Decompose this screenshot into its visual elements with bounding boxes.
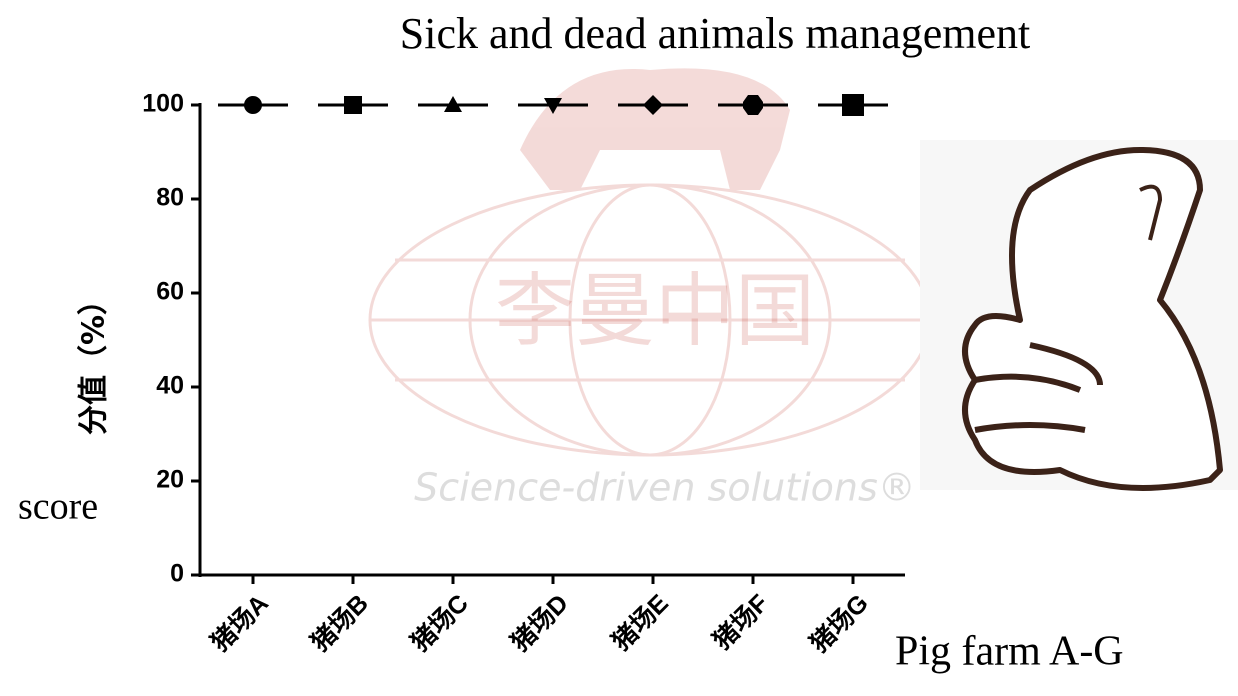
y-annotation: score bbox=[18, 486, 98, 528]
watermark-logo bbox=[370, 68, 930, 455]
chart-title: Sick and dead animals management bbox=[400, 9, 1030, 58]
y-tick-label: 80 bbox=[156, 184, 184, 212]
marker bbox=[743, 95, 763, 115]
y-axis-label: 分值（%） bbox=[77, 285, 112, 435]
x-tick-label: 猪场B bbox=[306, 589, 374, 657]
x-tick-label: 猪场D bbox=[506, 589, 574, 657]
y-tick-label: 0 bbox=[170, 560, 184, 588]
thumbs-up-icon bbox=[920, 140, 1238, 490]
y-tick-label: 60 bbox=[156, 278, 184, 306]
x-tick-label: 猪场A bbox=[206, 589, 274, 657]
y-tick-label: 40 bbox=[156, 372, 184, 400]
x-tick-label: 猪场F bbox=[708, 589, 774, 655]
y-tick-label: 20 bbox=[156, 466, 184, 494]
marker bbox=[344, 96, 362, 114]
marker bbox=[244, 96, 262, 114]
watermark-logo-text: 李曼中国 bbox=[495, 268, 815, 356]
x-tick-label: 猪场C bbox=[406, 589, 474, 657]
watermark-tagline: Science-driven solutions® bbox=[414, 466, 916, 510]
marker bbox=[842, 94, 864, 116]
x-tick-label: 猪场G bbox=[805, 589, 874, 658]
x-annotation: Pig farm A-G bbox=[895, 629, 1124, 675]
x-tick-label: 猪场E bbox=[607, 589, 674, 656]
chart: 李曼中国 Science-driven solutions® Sick and … bbox=[0, 0, 1238, 696]
y-tick-label: 100 bbox=[142, 90, 184, 118]
